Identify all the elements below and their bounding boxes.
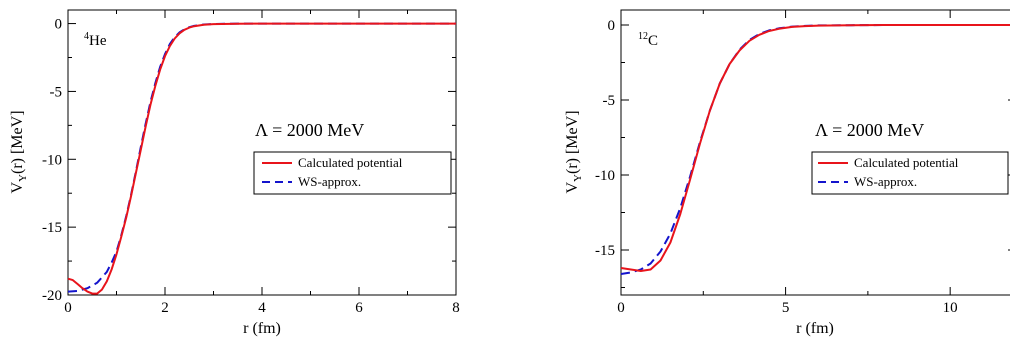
left-y-label-base: V — [9, 182, 26, 194]
right-y-label-sub: Y — [572, 174, 584, 182]
right-series-ws-approx — [620, 24, 1010, 275]
left-y-label-rest: (r) [MeV] — [9, 110, 26, 174]
right-y-axis-label: VY(r) [MeV] — [564, 110, 584, 193]
left-nucleus-label: 4He — [84, 31, 107, 49]
left-x-tick-label: 2 — [161, 300, 169, 316]
left-legend-box — [253, 151, 452, 195]
right-y-tick-label: -5 — [603, 93, 616, 109]
right-legend-label-ws: WS-approx. — [854, 174, 917, 189]
left-annotation: Λ = 2000 MeV — [255, 120, 364, 140]
right-nucleus-mass: 12 — [638, 31, 648, 42]
right-x-tick-label: 5 — [782, 300, 790, 316]
left-y-tick-label: -10 — [42, 152, 62, 168]
right-y-tick-label: -10 — [595, 168, 615, 184]
right-legend-box — [811, 151, 1009, 195]
right-axis-ticks: 0 5 10 0 -5 -10 -15 — [595, 10, 1010, 316]
left-x-tick-label: 8 — [452, 300, 460, 316]
right-nucleus-symbol: C — [648, 33, 658, 49]
right-series-calculated-potential — [620, 24, 1010, 272]
left-axis-ticks: 0 2 4 6 8 0 -5 -10 -15 -20 — [42, 10, 460, 316]
right-x-tick-label: 10 — [943, 300, 958, 316]
left-legend-label-calculated: Calculated potential — [298, 155, 403, 170]
right-x-tick-label: 0 — [617, 300, 625, 316]
left-x-tick-label: 4 — [258, 300, 266, 316]
right-plot-frame — [620, 9, 1010, 296]
left-plot-frame — [67, 9, 457, 296]
right-series-lines — [620, 24, 1010, 275]
chart-right: 0 5 10 0 -5 -10 -15 12C Λ = 2000 MeV Calculate… — [564, 9, 1010, 337]
left-x-tick-label: 0 — [64, 300, 72, 316]
left-series-lines — [67, 22, 456, 295]
left-legend-label-ws: WS-approx. — [298, 174, 361, 189]
right-nucleus-label: 12C — [638, 31, 658, 49]
right-x-axis-label: r (fm) — [796, 320, 834, 337]
left-y-axis-label: VY(r) [MeV] — [9, 110, 29, 193]
right-y-label-base: V — [564, 182, 581, 194]
right-legend-label-calculated: Calculated potential — [854, 155, 959, 170]
right-y-tick-label: 0 — [608, 18, 616, 34]
left-y-tick-label: 0 — [55, 17, 63, 33]
left-legend: Calculated potential WS-approx. — [253, 151, 452, 195]
right-y-label-rest: (r) [MeV] — [564, 110, 581, 174]
chart-left: 0 2 4 6 80-5-10-15-20 4He Λ = 2000 MeV Calcu… — [9, 9, 460, 337]
right-annotation: Λ = 2000 MeV — [815, 120, 924, 140]
left-y-tick-label: -5 — [50, 84, 63, 100]
left-y-label-sub: Y — [17, 174, 29, 182]
left-y-tick-label: -20 — [42, 288, 62, 304]
right-legend: Calculated potential WS-approx. — [811, 151, 1009, 195]
left-x-tick-label: 6 — [355, 300, 363, 316]
left-y-tick-label: -15 — [42, 220, 62, 236]
right-y-tick-label: -15 — [595, 243, 615, 259]
left-series-calculated-potential — [67, 22, 456, 295]
left-nucleus-symbol: He — [89, 33, 107, 49]
left-nucleus-mass: 4 — [84, 31, 89, 42]
left-x-axis-label: r (fm) — [243, 320, 281, 337]
